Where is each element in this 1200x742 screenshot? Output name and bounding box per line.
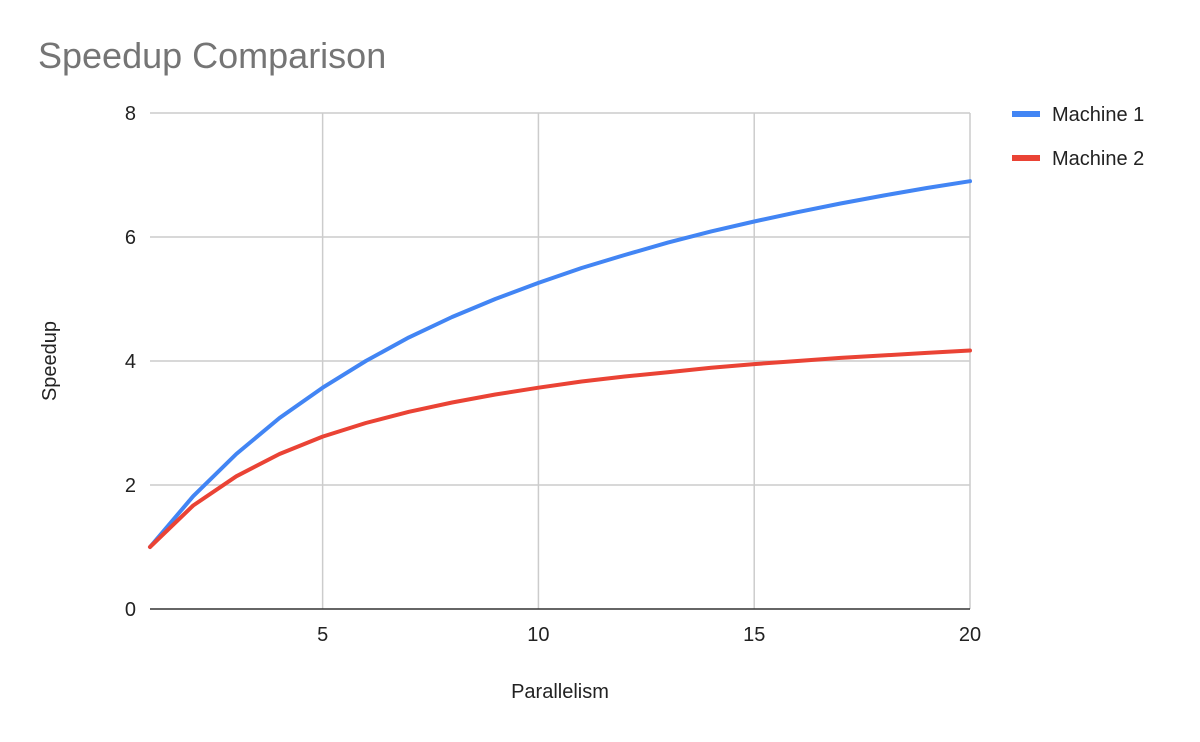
plot-area <box>148 179 972 549</box>
series-line-machine-2 <box>148 348 972 549</box>
x-tick-label: 10 <box>527 624 549 646</box>
series-line-machine-1 <box>148 179 972 549</box>
y-tick-label: 8 <box>125 103 136 125</box>
y-tick-label: 0 <box>125 599 136 621</box>
grid <box>150 112 971 610</box>
chart-title: Speedup Comparison <box>38 35 386 76</box>
legend: Machine 1 Machine 2 <box>1012 104 1144 170</box>
y-tick-label: 2 <box>125 475 136 497</box>
y-tick-label: 4 <box>125 351 136 373</box>
axis-ticks: 0 2 4 6 8 5 10 15 20 <box>125 103 981 646</box>
x-tick-label: 15 <box>743 624 765 646</box>
legend-label: Machine 2 <box>1052 148 1144 170</box>
y-axis-label: Speedup <box>39 321 61 401</box>
y-tick-label: 6 <box>125 227 136 249</box>
x-tick-label: 20 <box>959 624 981 646</box>
x-tick-label: 5 <box>317 624 328 646</box>
x-axis-label: Parallelism <box>511 681 609 703</box>
legend-label: Machine 1 <box>1052 104 1144 126</box>
